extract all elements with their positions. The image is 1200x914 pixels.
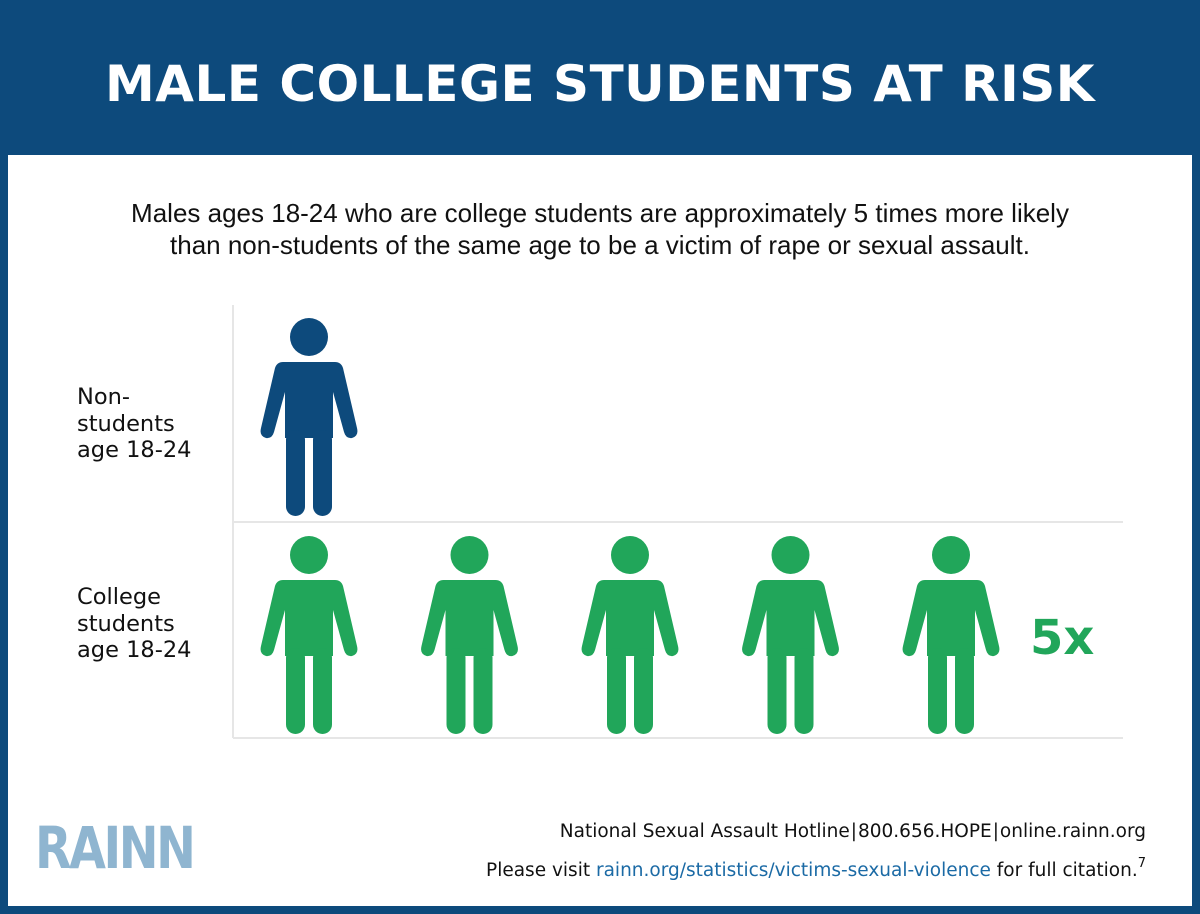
separator: | (850, 821, 857, 842)
hotline-label: National Sexual Assault Hotline (559, 821, 850, 842)
page-title: MALE COLLEGE STUDENTS AT RISK (105, 54, 1095, 113)
hotline-website[interactable]: online.rainn.org (999, 821, 1146, 842)
hotline-line: National Sexual Assault Hotline|800.656.… (560, 821, 1146, 842)
citation-prefix: Please visit (486, 860, 591, 882)
subtitle-line-1: Males ages 18-24 who are college student… (131, 198, 1069, 228)
multiplier-annotation: 5x (1030, 610, 1095, 666)
person-icon (260, 318, 358, 516)
hotline-phone[interactable]: 800.656.HOPE (857, 821, 992, 842)
row-label-line: students (77, 410, 175, 437)
subtitle-line-2: than non-students of the same age to be … (170, 230, 1030, 260)
citation-reference: 7 (1137, 856, 1146, 871)
person-icon (742, 536, 839, 734)
row-label-non-students: Non- students age 18-24 (77, 384, 237, 464)
subtitle: Males ages 18-24 who are college student… (48, 197, 1152, 261)
row-label-college-students: College students age 18-24 (77, 584, 237, 664)
person-icon (421, 536, 518, 734)
row-label-line: College (77, 584, 161, 610)
separator: | (992, 821, 999, 842)
row-label-line: age 18-24 (77, 637, 192, 663)
row-label-line: Non- (77, 384, 130, 410)
pictogram-chart (232, 305, 1123, 739)
citation-line: Please visit rainn.org/statistics/victim… (486, 856, 1146, 882)
header-banner: MALE COLLEGE STUDENTS AT RISK (0, 0, 1200, 155)
person-icon (581, 536, 679, 734)
row-label-line: age 18-24 (77, 437, 192, 463)
citation-link[interactable]: rainn.org/statistics/victims-sexual-viol… (595, 860, 991, 882)
person-icon (902, 536, 1000, 734)
citation-suffix: for full citation. (996, 860, 1138, 882)
rainn-logo: RAINN (35, 814, 196, 882)
row-label-line: students (77, 610, 175, 637)
person-icon (260, 536, 358, 734)
